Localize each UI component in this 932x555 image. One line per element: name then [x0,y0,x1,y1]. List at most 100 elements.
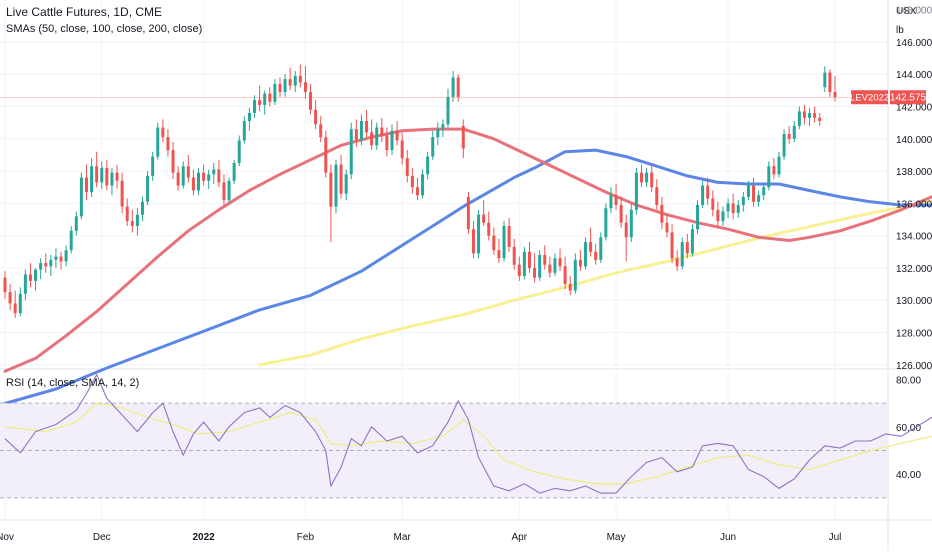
candle-body [79,177,83,217]
candle [339,154,343,199]
candle [680,237,684,270]
candle [8,284,12,310]
candle [13,290,17,318]
candle-body [711,198,715,210]
candle [736,200,740,218]
candle [84,164,88,201]
candle-body [782,133,786,157]
candle [222,174,226,205]
candle-body [120,180,124,207]
candle-body [39,263,43,270]
candle [385,127,389,157]
candle [502,221,506,262]
candle-body [461,125,465,149]
candle [538,250,542,281]
candle [701,180,705,209]
candle-body [23,274,27,294]
candle-body [665,222,669,233]
candle-body [278,83,282,92]
candle-body [583,242,587,267]
candle-body [680,242,684,267]
candle [410,167,414,194]
time-tick-label: 2022 [192,532,215,543]
candle-body [196,172,200,191]
candle [650,163,654,193]
time-tick-label: Jul [829,532,842,543]
candle [609,187,613,214]
candle [767,161,771,191]
candle [583,237,587,270]
candle [227,177,231,204]
candle-body [3,277,7,293]
candle-body [471,229,475,254]
candle-body [400,140,404,159]
candle-body [645,172,649,183]
candle [828,69,832,97]
candle-body [512,246,516,265]
candle [777,151,781,178]
candle-body [54,256,58,260]
candle [23,269,27,301]
candle-body [166,137,170,151]
candle [196,167,200,196]
candle-body [701,185,705,205]
candle [135,208,139,236]
candle-body [222,182,226,201]
candle [253,95,257,118]
candle [415,177,419,201]
candle-body [502,225,506,259]
candle [115,164,119,189]
candle [202,164,206,186]
candle-body [268,93,272,102]
candle-body [477,214,481,254]
candle-body [533,267,537,278]
candle-body [624,222,628,238]
candle-body [543,255,547,265]
candle [49,255,53,276]
candle [690,224,694,257]
candle [471,221,475,259]
candle [217,159,221,188]
candle-body [84,177,88,193]
candle [787,125,791,144]
candle-body [18,293,22,314]
candle-body [456,77,460,97]
candle [782,129,786,160]
candle-body [752,185,756,202]
candle [645,167,649,188]
candle-body [140,201,144,215]
candle-body [548,264,552,273]
candle [522,246,526,280]
candle-body [716,209,720,222]
candle-body [731,203,735,214]
candle [553,253,557,276]
candle [242,116,246,144]
candle-body [334,164,338,207]
candle-body [527,251,531,268]
candle [390,124,394,155]
candle-body [792,125,796,139]
candle [685,234,689,259]
candle-body [762,187,766,196]
price-tick-label: 142.000 [896,103,932,114]
candle [823,66,827,92]
price-tick-label: 136.000 [896,199,932,210]
candle-body [685,242,689,254]
sma200-line [258,199,932,367]
candle [288,67,292,91]
candle [151,151,155,181]
candle [721,206,725,226]
candle-body [161,127,165,138]
candle [640,164,644,188]
candle [548,256,552,278]
candle [171,142,175,180]
candle [578,250,582,272]
candle-body [563,266,567,285]
candle [79,172,83,220]
candle [614,184,618,210]
candle-body [354,129,358,141]
candle-body [227,180,231,201]
candle [716,201,720,228]
candle [543,245,547,270]
